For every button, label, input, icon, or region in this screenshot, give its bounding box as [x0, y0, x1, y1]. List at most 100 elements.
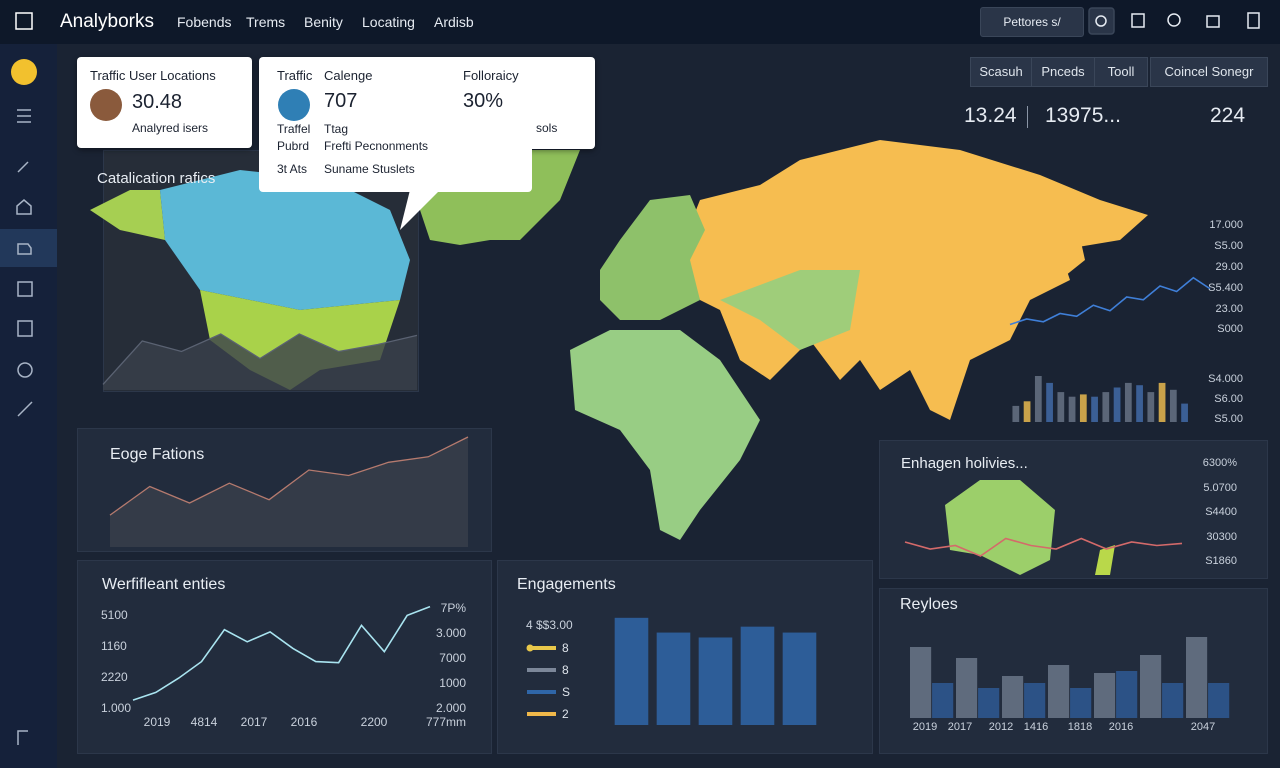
bar	[1057, 392, 1065, 422]
line	[102, 333, 418, 385]
bar	[978, 688, 1000, 718]
label: 7P%	[440, 600, 466, 615]
icon	[17, 730, 28, 745]
bar	[1024, 683, 1046, 718]
bar	[1091, 396, 1098, 422]
label: 1000	[439, 675, 466, 690]
label: 30300	[1206, 530, 1237, 543]
icon	[17, 243, 32, 255]
panel-title: Engagements	[517, 576, 616, 593]
holivies-panel	[879, 440, 1268, 579]
werf-panel	[77, 560, 492, 754]
app-icon	[15, 12, 33, 30]
region	[1050, 215, 1085, 280]
bar	[1094, 673, 1116, 718]
bar	[1186, 637, 1208, 718]
label: 2017	[240, 714, 268, 729]
bar	[1068, 396, 1076, 422]
label: 2.000	[435, 700, 466, 715]
row-text: Ttag	[324, 122, 349, 136]
toolbar-select[interactable]: Coincel Sonegr	[1150, 57, 1268, 87]
bar	[1124, 382, 1132, 422]
active-item	[0, 229, 57, 267]
bar	[1158, 382, 1166, 422]
line	[1009, 276, 1211, 326]
sidebar-icons	[0, 12, 57, 745]
label: 5100	[101, 607, 128, 622]
bar	[740, 626, 775, 725]
nav-item[interactable]: Ardisb	[434, 14, 474, 30]
label: S1860	[1205, 555, 1237, 568]
label: 5.0700	[1203, 481, 1237, 494]
card-value: 30.48	[132, 91, 183, 113]
icon[interactable]	[1131, 13, 1145, 28]
icon[interactable]	[1206, 15, 1220, 28]
bar	[1002, 676, 1024, 718]
line	[132, 605, 431, 701]
bar	[614, 617, 649, 725]
region	[720, 270, 860, 350]
region	[90, 190, 165, 240]
label: 7000	[439, 650, 466, 665]
gear-icon	[1095, 15, 1107, 27]
action-button[interactable]: Pettores s/	[980, 7, 1084, 37]
avatar	[278, 89, 310, 121]
label: S4.000	[1208, 373, 1243, 386]
nav-item[interactable]: Trems	[246, 14, 286, 30]
label: 29.00	[1215, 261, 1243, 273]
settings-button[interactable]	[1088, 7, 1115, 35]
label: 2	[562, 706, 569, 721]
nav-item[interactable]: Locating	[362, 14, 415, 30]
bar	[698, 637, 733, 725]
brand: Analyborks	[60, 11, 154, 32]
bar	[1113, 387, 1121, 422]
bar	[1070, 688, 1092, 718]
bar	[1034, 376, 1042, 422]
side-caption: sols	[536, 121, 558, 135]
area	[110, 437, 468, 547]
label: S	[562, 684, 571, 699]
card-title: Calenge	[324, 68, 373, 83]
label: 2016	[1108, 721, 1134, 734]
label: S000	[1217, 323, 1243, 336]
side-value: 30%	[463, 90, 504, 112]
line	[109, 436, 469, 516]
nav-item[interactable]: Benity	[304, 14, 343, 30]
nav-item[interactable]: Fobends	[177, 14, 232, 30]
toolbar-button[interactable]: Pnceds	[1031, 57, 1095, 87]
stat: 13.24	[964, 104, 1017, 127]
bar	[1116, 671, 1138, 718]
card-title: Traffic User Locations	[90, 68, 216, 83]
row-label: Traffel	[277, 122, 311, 136]
bar	[1136, 385, 1143, 422]
label: 2019	[143, 714, 171, 729]
search-icon[interactable]	[1167, 13, 1181, 27]
label: 2200	[360, 714, 388, 729]
users-card: Traffic User Locations 30.48 Analyred is…	[77, 57, 252, 148]
card-label: Traffic	[277, 68, 313, 83]
side-title: Folloraicy	[463, 68, 519, 83]
toolbar-button[interactable]: Tooll	[1094, 57, 1148, 87]
region	[1095, 545, 1115, 575]
bar	[1181, 403, 1188, 422]
icon	[16, 199, 32, 215]
label: 1818	[1067, 721, 1093, 734]
label: 8	[562, 662, 569, 677]
bar	[1162, 683, 1184, 718]
panel-title: Catalication rafics	[97, 170, 216, 187]
panel-title: Reyloes	[900, 596, 958, 613]
label: 777mm	[425, 714, 466, 729]
icon	[17, 401, 33, 417]
traffic-card-lower: Traffel Ttag Pubrd Frefti Pecnonments 3t…	[259, 120, 532, 192]
label: S5.00	[1214, 240, 1243, 253]
tail	[400, 190, 440, 230]
icon[interactable]	[1247, 12, 1260, 29]
bar	[782, 632, 817, 725]
row-label: 3t Ats	[277, 162, 308, 176]
label: 17.000	[1209, 219, 1243, 232]
toolbar-button[interactable]: Scasuh	[970, 57, 1032, 87]
icon	[17, 281, 33, 297]
icon	[17, 320, 33, 337]
legend-heading: 4 $$3.00	[526, 618, 573, 632]
